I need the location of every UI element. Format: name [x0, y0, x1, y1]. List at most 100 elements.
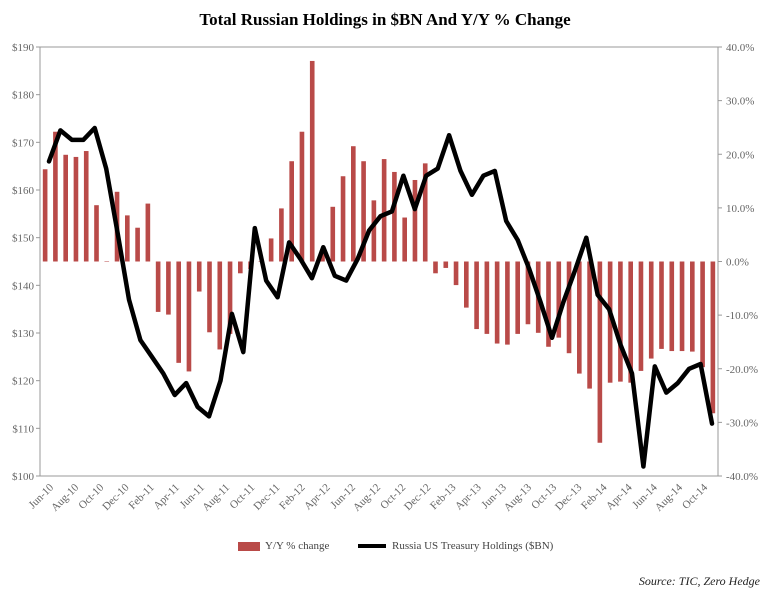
x-tick-label: Aug-11 — [200, 482, 232, 514]
legend-swatch-bar — [238, 541, 260, 551]
bar — [53, 131, 58, 262]
bar — [381, 159, 387, 262]
x-tick-label: Aug-10 — [49, 481, 82, 514]
x-tick-label: Feb-13 — [428, 481, 459, 512]
chart-title: Total Russian Holdings in $BN And Y/Y % … — [199, 10, 571, 29]
bar — [700, 261, 705, 368]
bar — [299, 131, 305, 262]
bar — [597, 261, 603, 443]
left-tick-label: $160 — [12, 185, 35, 197]
legend-label-line: Russia US Treasury Holdings ($BN) — [392, 540, 554, 552]
bar — [238, 261, 243, 274]
bar — [155, 261, 161, 312]
legend: Y/Y % change Russia US Treasury Holdings… — [0, 540, 770, 560]
bar — [638, 261, 644, 371]
bar — [505, 261, 510, 345]
left-tick-label: $140 — [12, 280, 35, 292]
x-tick-label: Feb-11 — [126, 482, 156, 512]
x-tick-label: Apr-11 — [151, 482, 182, 513]
right-tick-label: 0.0% — [726, 257, 749, 269]
bar — [279, 208, 284, 262]
bar — [361, 161, 366, 262]
plot-frame — [39, 46, 719, 477]
left-tick-label: $170 — [12, 137, 35, 149]
bar — [207, 261, 212, 333]
bar — [402, 217, 407, 262]
bar — [628, 261, 633, 383]
right-tick-label: -40.0% — [726, 471, 758, 483]
x-tick-label: Dec-11 — [251, 482, 282, 513]
bar — [42, 169, 48, 262]
bar — [494, 261, 500, 344]
bar — [669, 261, 675, 352]
x-tick-label: Dec-12 — [402, 482, 433, 513]
bar — [464, 261, 469, 308]
x-tick-label: Dec-13 — [553, 481, 585, 513]
bar — [443, 261, 449, 268]
bar — [566, 261, 572, 354]
bar — [309, 60, 315, 262]
right-tick-label: -20.0% — [726, 364, 758, 376]
legend-item-bars: Y/Y % change — [238, 540, 329, 552]
source-note: Source: TIC, Zero Hedge — [638, 574, 760, 588]
x-tick-label: Aug-14 — [653, 481, 686, 514]
x-tick-label: Feb-12 — [277, 482, 308, 513]
bar — [320, 251, 325, 262]
right-tick-label: 30.0% — [726, 96, 754, 108]
bar — [73, 156, 79, 262]
bar — [710, 261, 716, 414]
bar — [587, 261, 592, 389]
bar — [196, 261, 202, 292]
treasury-line — [46, 125, 715, 469]
bar — [546, 261, 551, 347]
bar — [484, 261, 490, 334]
bar — [63, 154, 68, 262]
left-tick-label: $150 — [12, 233, 35, 245]
right-tick-label: 20.0% — [726, 149, 754, 161]
left-tick-label: $180 — [12, 90, 35, 102]
x-tick-label: Aug-12 — [351, 482, 383, 514]
bar — [227, 261, 233, 334]
bar — [392, 171, 397, 262]
left-tick-label: $100 — [12, 471, 35, 483]
bar — [135, 227, 140, 262]
bar — [515, 261, 520, 334]
bar — [433, 261, 438, 274]
left-tick-label: $190 — [12, 42, 35, 54]
bar — [176, 261, 181, 363]
bar — [340, 176, 346, 262]
legend-item-line: Russia US Treasury Holdings ($BN) — [358, 540, 553, 552]
bar — [648, 261, 654, 359]
legend-label-bars: Y/Y % change — [265, 540, 330, 552]
bar — [474, 261, 479, 330]
bar — [125, 215, 130, 262]
bar — [351, 146, 356, 262]
bar — [659, 261, 664, 349]
x-tick-label: Apr-14 — [604, 481, 635, 512]
right-tick-label: -10.0% — [726, 310, 758, 322]
bar — [556, 261, 562, 338]
bar — [618, 261, 623, 382]
bar — [94, 205, 99, 262]
legend-swatch-line — [358, 544, 386, 548]
bar — [83, 151, 89, 262]
bar — [217, 261, 223, 350]
bar — [186, 261, 192, 372]
bar — [453, 261, 459, 286]
bar — [525, 261, 531, 325]
left-tick-label: $120 — [12, 376, 35, 388]
bar — [289, 161, 294, 262]
bar — [412, 179, 418, 262]
bar — [268, 238, 274, 262]
x-tick-label: Oct-14 — [680, 481, 710, 511]
left-tick-label: $110 — [12, 423, 34, 435]
bar — [145, 203, 151, 262]
bar — [371, 200, 377, 262]
x-tick-label: Aug-13 — [502, 481, 535, 514]
bar — [166, 261, 171, 315]
x-tick-label: Dec-10 — [100, 481, 132, 513]
left-tick-label: $130 — [12, 328, 35, 340]
bar — [607, 261, 613, 383]
bar — [422, 163, 428, 262]
